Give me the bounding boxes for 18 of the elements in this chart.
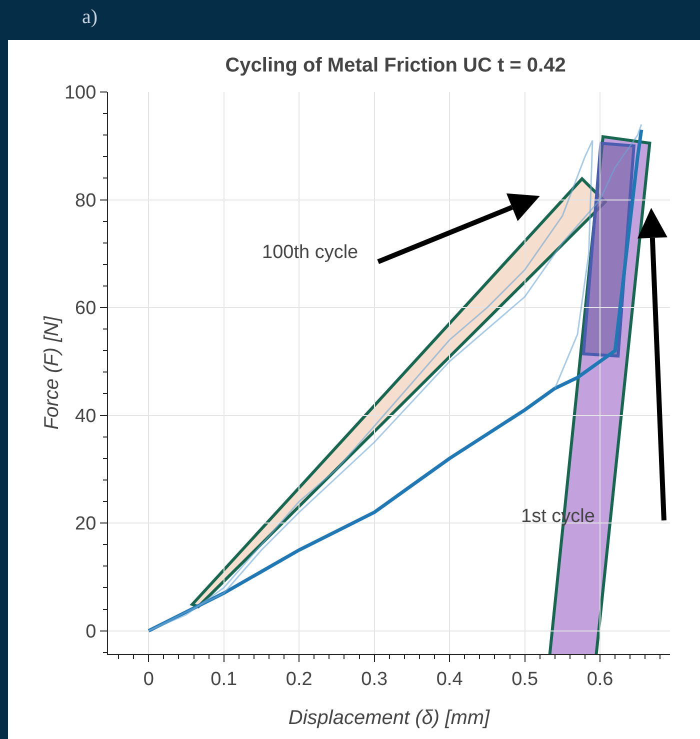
x-tick-label: 0.5 (512, 668, 538, 690)
x-axis-title: Displacement (δ) [mm] (288, 707, 490, 729)
y-tick-label: 40 (75, 406, 96, 427)
y-tick-label: 20 (75, 514, 96, 535)
x-tick-label: 0 (143, 668, 154, 690)
text: a) (82, 6, 98, 29)
y-axis-title: Force (F) [N] (41, 316, 63, 430)
annotation: 100th cycle (262, 242, 358, 263)
y-tick-label: 0 (86, 621, 96, 642)
x-tick-label: 0.1 (210, 668, 238, 690)
x-tick-label: 0.2 (286, 668, 312, 690)
x-tick-label: 0.6 (586, 668, 614, 690)
y-tick-label: 80 (75, 190, 96, 212)
x-tick-label: 0.3 (361, 668, 388, 690)
x-tick-label: 0.4 (436, 668, 464, 690)
chart-title: Cycling of Metal Friction UC t = 0.42 (225, 54, 566, 76)
y-tick-label: 60 (75, 298, 96, 320)
y-tick-label: 100 (64, 82, 96, 104)
